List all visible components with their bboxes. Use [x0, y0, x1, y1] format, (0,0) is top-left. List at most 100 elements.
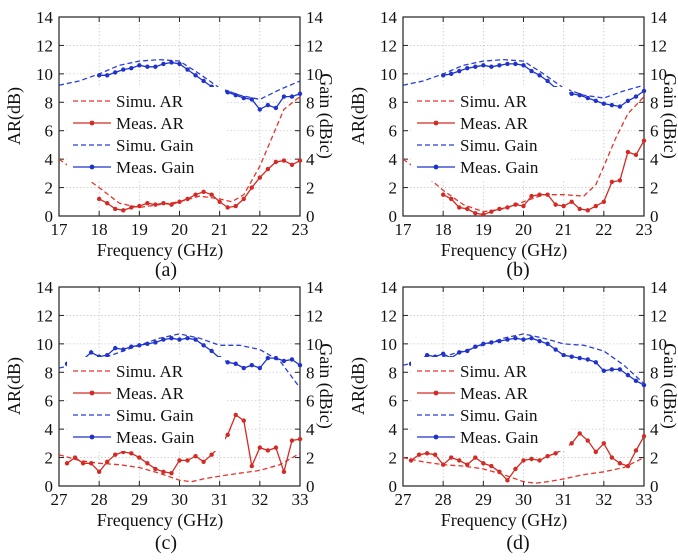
data-point	[497, 63, 502, 68]
legend-label: Meas. AR	[460, 384, 529, 403]
data-point	[281, 94, 287, 99]
y-tick-label-left: 14	[380, 8, 398, 27]
panel-label: (a)	[155, 259, 177, 281]
data-point	[169, 335, 174, 341]
data-point	[561, 203, 566, 209]
data-point	[177, 337, 182, 342]
legend-label: Meas. AR	[460, 114, 529, 133]
data-point	[105, 353, 110, 358]
data-point	[193, 192, 198, 197]
data-point	[457, 458, 462, 463]
x-axis-label: Frequency (GHz)	[441, 510, 567, 531]
legend-marker	[433, 120, 439, 126]
y-tick-label-left: 4	[45, 420, 54, 439]
data-point	[609, 367, 615, 372]
x-tick-label: 28	[435, 490, 452, 509]
x-axis-label: Frequency (GHz)	[97, 240, 223, 261]
y-tick-label-left: 6	[389, 122, 398, 141]
data-point	[617, 178, 623, 183]
data-point	[289, 94, 295, 99]
legend-label: Simu. AR	[460, 92, 528, 111]
data-point	[545, 341, 550, 347]
data-point	[257, 365, 263, 371]
x-tick-label: 18	[91, 220, 108, 239]
data-point	[465, 462, 470, 467]
y-tick-label-right: 6	[306, 392, 315, 411]
data-point	[585, 438, 590, 443]
data-point	[177, 199, 182, 204]
data-point	[449, 71, 454, 77]
data-point	[177, 458, 182, 463]
data-point	[601, 199, 607, 204]
data-point	[457, 68, 462, 74]
data-point	[281, 469, 287, 474]
data-point	[88, 350, 94, 355]
data-point	[641, 434, 647, 439]
data-point	[113, 206, 118, 212]
legend-label: Meas. Gain	[116, 158, 195, 177]
data-point	[281, 158, 287, 163]
data-point	[569, 91, 574, 96]
data-point	[129, 451, 134, 456]
data-point	[561, 353, 566, 358]
data-point	[169, 202, 174, 207]
data-point	[225, 360, 230, 365]
data-point	[537, 192, 542, 197]
y-tick-label-left: 14	[36, 8, 54, 27]
data-point	[297, 436, 303, 442]
data-point	[497, 338, 502, 344]
data-point	[641, 382, 647, 388]
data-point	[553, 451, 558, 456]
data-point	[537, 338, 542, 344]
data-point	[88, 461, 94, 466]
data-point	[145, 461, 150, 466]
x-tick-label: 17	[395, 220, 413, 239]
y-tick-label-right: 0	[306, 207, 315, 226]
y-tick-label-right: 8	[306, 363, 315, 382]
data-point	[585, 95, 590, 101]
y-tick-label-left: 6	[45, 392, 54, 411]
data-point	[473, 64, 478, 69]
data-point	[617, 104, 623, 109]
data-point	[505, 337, 510, 342]
data-point	[481, 461, 486, 466]
data-point	[424, 353, 430, 358]
data-point	[601, 368, 607, 374]
x-axis-label: Frequency (GHz)	[97, 510, 223, 531]
data-point	[185, 67, 190, 72]
data-point	[209, 452, 214, 457]
data-point	[249, 185, 254, 190]
data-point	[257, 107, 263, 112]
series-line	[58, 96, 301, 209]
data-point	[145, 201, 150, 206]
data-point	[201, 78, 206, 84]
y-axis-label-right: Gain (dBic)	[315, 343, 336, 428]
data-point	[609, 102, 615, 108]
series-line	[402, 333, 645, 385]
data-point	[529, 193, 534, 199]
data-point	[625, 372, 631, 378]
y-tick-label-left: 2	[389, 449, 398, 468]
data-point	[449, 196, 454, 202]
data-point	[537, 458, 542, 463]
data-point	[225, 432, 230, 438]
x-tick-label: 17	[51, 220, 69, 239]
y-tick-label-left: 14	[380, 278, 398, 297]
y-tick-label-right: 4	[306, 150, 315, 169]
y-tick-label-left: 8	[45, 363, 54, 382]
data-point	[273, 105, 279, 111]
data-point	[161, 201, 166, 206]
data-point	[153, 202, 158, 207]
data-point	[465, 206, 470, 212]
y-axis-label-right: Gain (dBic)	[659, 73, 678, 158]
legend-label: Simu. AR	[116, 92, 184, 111]
data-point	[289, 162, 295, 168]
data-point	[257, 445, 263, 450]
data-point	[521, 203, 526, 209]
legend: Simu. AR Meas. AR Simu. Gain Meas. Gain	[67, 357, 225, 451]
y-tick-label-left: 4	[389, 150, 398, 169]
legend-marker	[89, 164, 95, 170]
legend-label: Meas. Gain	[460, 428, 539, 447]
x-tick-label: 23	[636, 220, 653, 239]
y-tick-label-left: 6	[45, 122, 54, 141]
